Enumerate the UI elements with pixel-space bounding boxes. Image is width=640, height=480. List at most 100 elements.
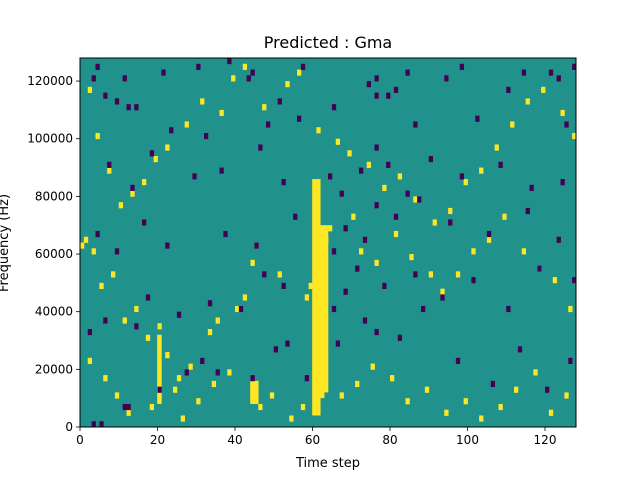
heatmap-cell-high	[463, 398, 468, 405]
heatmap-cell-low	[386, 92, 391, 99]
x-tick-label: 60	[305, 433, 320, 447]
heatmap-cell-high	[479, 167, 484, 174]
heatmap-cell-low	[413, 271, 418, 278]
heatmap-cell-low	[572, 277, 577, 284]
heatmap-cell-low	[227, 58, 232, 65]
heatmap-cell-low	[471, 277, 476, 284]
heatmap-cell-high	[533, 369, 538, 376]
heatmap-cell-high	[448, 207, 453, 215]
heatmap-cell-high	[552, 277, 558, 284]
heatmap-cell-low	[95, 230, 100, 238]
heatmap-cell-low	[149, 150, 155, 157]
heatmap-cell-low	[405, 190, 410, 197]
heatmap-cell-low	[560, 179, 565, 186]
heatmap-cell-high	[242, 63, 248, 70]
heatmap-cell-low	[250, 69, 255, 76]
y-tick-label: 60000	[35, 247, 73, 261]
heatmap-cell-high	[339, 392, 344, 399]
heatmap-cell-high	[176, 375, 182, 382]
heatmap-cell-low	[331, 248, 337, 255]
heatmap-cell-low	[196, 63, 201, 70]
heatmap-cell-low	[91, 75, 96, 82]
heatmap-cell-high	[390, 375, 395, 382]
heatmap-cell-low	[448, 219, 453, 226]
heatmap-cell-low	[506, 305, 511, 313]
heatmap-cell-low	[246, 75, 251, 82]
heatmap-cell-high	[444, 409, 449, 416]
heatmap-cell-low	[498, 161, 503, 168]
heatmap-cell-low	[262, 271, 267, 278]
heatmap-cell-high	[494, 144, 499, 151]
heatmap-cell-high	[382, 184, 387, 192]
x-axis: 0 20 40 60 80 100 120	[76, 427, 556, 447]
heatmap-cell-low	[572, 63, 577, 70]
heatmap-cell-low	[293, 213, 298, 220]
heatmap-cell-low	[87, 328, 93, 336]
heatmap-cell-low	[417, 196, 422, 203]
heatmap-cell-high	[328, 225, 333, 232]
heatmap-cell-high	[227, 369, 232, 376]
heatmap-cell-high	[215, 317, 220, 324]
heatmap-cell-high	[87, 86, 93, 93]
heatmap-cell-low	[362, 236, 368, 243]
heatmap-cell-low	[300, 63, 306, 70]
heatmap-cell-low	[176, 311, 182, 318]
heatmap-cell-high	[320, 248, 325, 255]
heatmap-cell-high	[359, 248, 364, 255]
heatmap-cell-low	[397, 334, 403, 341]
heatmap-cell-high	[397, 173, 403, 180]
heatmap-cell-low	[126, 403, 131, 411]
heatmap-cell-low	[165, 242, 170, 249]
heatmap-cell-high	[428, 271, 434, 278]
heatmap-cell-high	[207, 328, 213, 336]
heatmap-cell-high	[184, 121, 189, 128]
heatmap-cell-low	[564, 121, 569, 128]
heatmap-cell-low	[219, 167, 224, 174]
heatmap-cell-low	[525, 207, 530, 215]
heatmap-cell-low	[568, 357, 573, 364]
heatmap-cell-low	[486, 230, 492, 238]
heatmap-cell-high	[502, 213, 507, 220]
heatmap-cell-low	[374, 75, 379, 82]
heatmap-cell-low	[537, 265, 542, 272]
heatmap-cell-high	[560, 109, 565, 117]
heatmap-cell-low	[421, 305, 426, 313]
heatmap-cell-high	[107, 167, 112, 174]
heatmap-cell-high	[235, 305, 240, 313]
heatmap-cell-high	[99, 282, 104, 290]
heatmap-cell-low	[200, 357, 205, 364]
heatmap-cell-low	[134, 323, 139, 330]
heatmap-cell-high	[83, 236, 89, 243]
heatmap-cell-low	[366, 81, 372, 88]
heatmap-cell-low	[114, 248, 120, 255]
heatmap-cell-high	[269, 392, 275, 399]
heatmap-cell-high	[463, 179, 468, 186]
y-tick-label: 40000	[35, 305, 73, 319]
heatmap-cell-low	[266, 121, 271, 128]
heatmap-cell-low	[126, 104, 131, 111]
heatmap-cell-high	[231, 75, 236, 82]
heatmap-cell-high	[165, 144, 170, 151]
heatmap-cell-low	[103, 92, 108, 99]
heatmap-cell-high	[173, 386, 178, 393]
heatmap-cell-low	[355, 265, 360, 272]
heatmap-cell-low	[328, 173, 333, 180]
heatmap-cell-low	[413, 121, 418, 128]
heatmap-cell-low	[374, 144, 379, 151]
heatmap-cell-low	[207, 300, 213, 307]
heatmap-cell-high	[355, 380, 360, 388]
heatmap-cell-high	[211, 380, 217, 388]
heatmap-cell-high	[157, 323, 162, 330]
x-tick-label: 40	[227, 433, 242, 447]
heatmap-cell-high	[324, 236, 329, 243]
heatmap-cell-high	[455, 271, 461, 278]
heatmap-cell-high	[514, 386, 519, 393]
heatmap-cell-high	[254, 380, 259, 404]
heatmap-cell-low	[444, 75, 449, 82]
heatmap-cell-low	[455, 357, 461, 364]
heatmap-cell-low	[107, 161, 112, 168]
heatmap-cell-low	[517, 346, 523, 353]
heatmap-cell-low	[556, 236, 561, 243]
heatmap-cell-high	[370, 363, 375, 370]
